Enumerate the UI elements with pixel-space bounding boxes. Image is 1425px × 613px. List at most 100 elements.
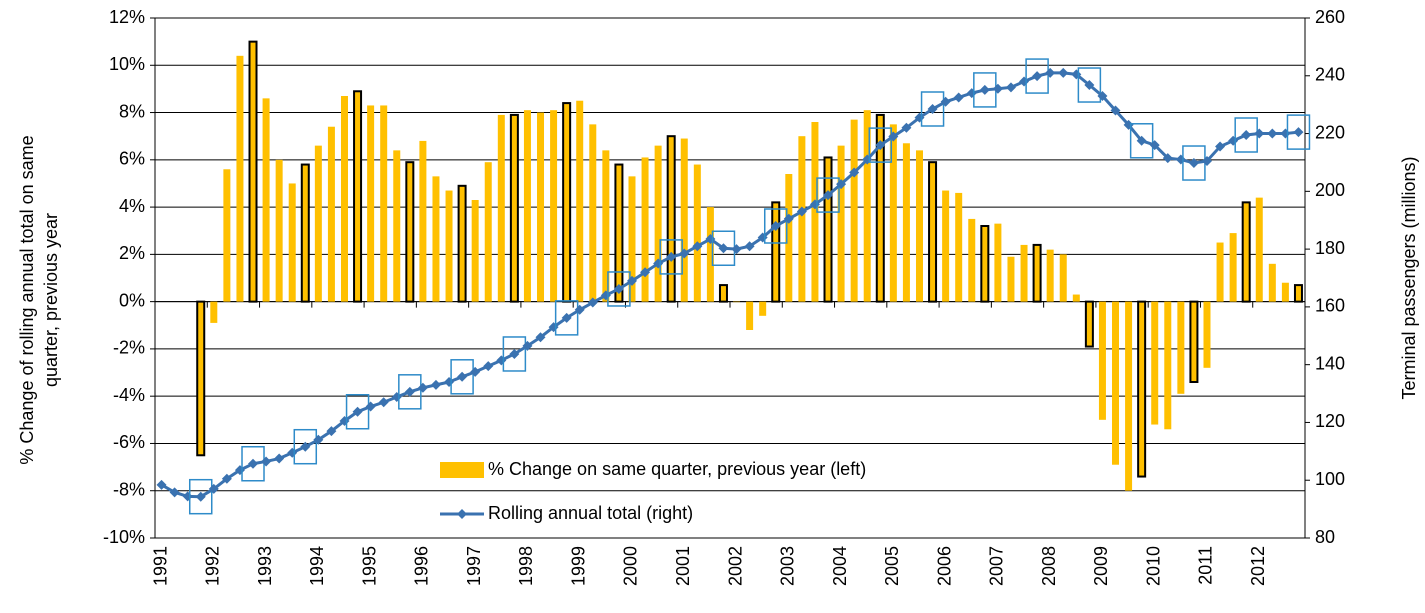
marker bbox=[169, 487, 180, 498]
marker bbox=[940, 96, 951, 107]
y-axis-title: % Change of rolling annual total on same bbox=[17, 135, 37, 464]
bar bbox=[1112, 301, 1120, 465]
marker bbox=[1215, 141, 1226, 152]
x-tick-label: 1994 bbox=[307, 546, 327, 586]
y-tick-label: 12% bbox=[109, 7, 145, 27]
x-tick-label: 2002 bbox=[725, 546, 745, 586]
bar bbox=[915, 150, 923, 302]
highlight-box bbox=[450, 359, 474, 395]
bar bbox=[353, 90, 363, 303]
bar bbox=[275, 159, 283, 302]
bar bbox=[550, 110, 558, 302]
x-tick-label: 2004 bbox=[830, 546, 850, 586]
bar bbox=[471, 200, 479, 302]
bar bbox=[902, 143, 910, 302]
bar bbox=[1203, 301, 1211, 368]
bar bbox=[785, 174, 793, 302]
y-tick-label: -4% bbox=[113, 385, 145, 405]
marker bbox=[966, 88, 977, 99]
marker bbox=[496, 355, 507, 366]
highlight-box bbox=[659, 239, 683, 275]
x-tick-label: 2011 bbox=[1196, 546, 1216, 585]
bar bbox=[1137, 300, 1147, 478]
marker bbox=[1032, 71, 1043, 82]
bar bbox=[367, 105, 375, 302]
marker bbox=[444, 377, 455, 387]
y-tick-label: -10% bbox=[103, 527, 145, 547]
marker bbox=[509, 348, 520, 359]
highlight-box bbox=[188, 478, 213, 515]
x-tick-label: 1996 bbox=[412, 546, 432, 586]
highlight-box bbox=[868, 127, 893, 163]
bar bbox=[693, 164, 701, 302]
bar bbox=[340, 96, 348, 302]
marker bbox=[744, 241, 755, 252]
x-tick-label: 1997 bbox=[464, 546, 484, 586]
marker bbox=[378, 397, 389, 408]
bar bbox=[300, 163, 310, 303]
marker bbox=[1267, 128, 1278, 139]
bar bbox=[314, 145, 322, 302]
y-tick-label: -2% bbox=[113, 338, 145, 358]
bar bbox=[980, 225, 990, 303]
marker bbox=[888, 131, 899, 142]
bar bbox=[589, 124, 597, 302]
y2-tick-label: 120 bbox=[1315, 411, 1345, 431]
bar bbox=[210, 301, 218, 323]
marker bbox=[953, 92, 964, 103]
marker bbox=[195, 491, 206, 502]
bar bbox=[1229, 233, 1237, 302]
marker bbox=[574, 304, 585, 315]
marker bbox=[1293, 127, 1304, 138]
y-tick-label: -8% bbox=[113, 479, 145, 499]
marker bbox=[1149, 140, 1160, 151]
bar bbox=[327, 126, 335, 302]
marker bbox=[391, 392, 402, 403]
marker bbox=[1045, 67, 1056, 78]
bar bbox=[602, 150, 610, 302]
highlight-box bbox=[345, 394, 370, 430]
bar bbox=[1098, 301, 1106, 420]
marker bbox=[796, 206, 807, 217]
bar bbox=[1189, 300, 1199, 383]
marker bbox=[1097, 91, 1108, 101]
y-axis-title: quarter, previous year bbox=[41, 213, 61, 387]
marker bbox=[352, 406, 363, 417]
marker bbox=[1188, 158, 1199, 169]
marker bbox=[1136, 135, 1147, 146]
bar bbox=[288, 183, 296, 302]
marker bbox=[274, 453, 285, 464]
bar bbox=[1164, 301, 1172, 430]
bar bbox=[706, 207, 714, 302]
x-tick-label: 1999 bbox=[568, 546, 588, 586]
bar bbox=[248, 40, 258, 303]
bar bbox=[509, 113, 519, 303]
marker bbox=[979, 84, 990, 95]
bar bbox=[746, 301, 754, 330]
legend-label: % Change on same quarter, previous year … bbox=[488, 459, 866, 479]
bar bbox=[405, 161, 415, 303]
y2-axis-title: Terminal passengers (millions) bbox=[1399, 156, 1419, 399]
x-tick-label: 1991 bbox=[150, 546, 170, 586]
bar bbox=[811, 122, 819, 302]
marker bbox=[770, 221, 781, 231]
x-tick-label: 1995 bbox=[359, 546, 379, 586]
bar bbox=[236, 55, 244, 302]
highlight-box bbox=[607, 271, 631, 307]
highlight-box bbox=[920, 91, 945, 127]
bar bbox=[562, 102, 572, 303]
highlight-box bbox=[1129, 123, 1154, 159]
marker bbox=[561, 312, 572, 323]
marker bbox=[992, 83, 1003, 94]
marker bbox=[626, 275, 637, 286]
marker bbox=[718, 243, 729, 254]
marker bbox=[300, 441, 311, 452]
marker bbox=[692, 241, 703, 252]
highlight-box bbox=[1286, 114, 1311, 150]
bar bbox=[445, 190, 453, 302]
marker bbox=[208, 483, 219, 494]
marker bbox=[457, 371, 468, 382]
highlight-box bbox=[554, 300, 579, 336]
marker bbox=[1175, 154, 1186, 165]
bar bbox=[759, 301, 767, 316]
